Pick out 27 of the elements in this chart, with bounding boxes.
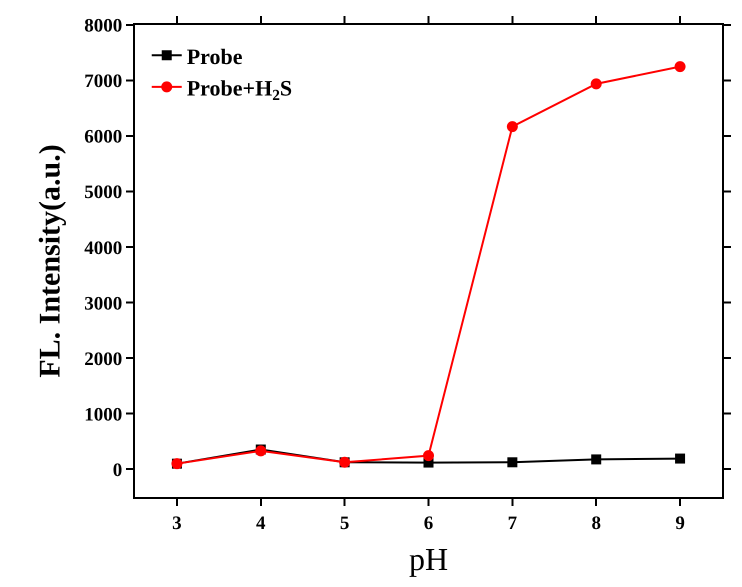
y-tick-label: 7000 xyxy=(84,71,122,92)
point xyxy=(591,454,602,464)
legend-label: Probe xyxy=(186,44,243,69)
x-tick-label: 5 xyxy=(340,512,350,534)
point xyxy=(675,454,686,464)
y-tick-label: 4000 xyxy=(84,238,122,259)
y-tick-label: 5000 xyxy=(84,182,122,204)
point xyxy=(590,78,602,90)
y-tick-label: 0 xyxy=(112,460,122,481)
x-tick-label: 6 xyxy=(424,512,434,534)
point xyxy=(674,61,686,72)
y-tick-label: 8000 xyxy=(84,16,122,37)
x-axis-title: pH xyxy=(408,541,448,578)
legend-label: Probe+H$_{2}$S xyxy=(186,75,292,104)
point xyxy=(423,450,434,462)
point xyxy=(506,121,518,132)
x-tick-label: 3 xyxy=(172,512,182,534)
x-tick-label: 7 xyxy=(508,512,518,534)
y-tick-label: 1000 xyxy=(84,404,122,426)
y-axis-title: FL. Intensity(a.u.) xyxy=(34,144,67,378)
x-tick-label: 4 xyxy=(256,512,266,534)
x-tick-label: 9 xyxy=(675,512,685,534)
point xyxy=(507,457,518,468)
y-tick-label: 3000 xyxy=(84,293,122,314)
y-tick-label: 6000 xyxy=(84,126,122,148)
y-tick-label: 2000 xyxy=(84,348,122,370)
x-tick-label: 8 xyxy=(591,512,601,534)
